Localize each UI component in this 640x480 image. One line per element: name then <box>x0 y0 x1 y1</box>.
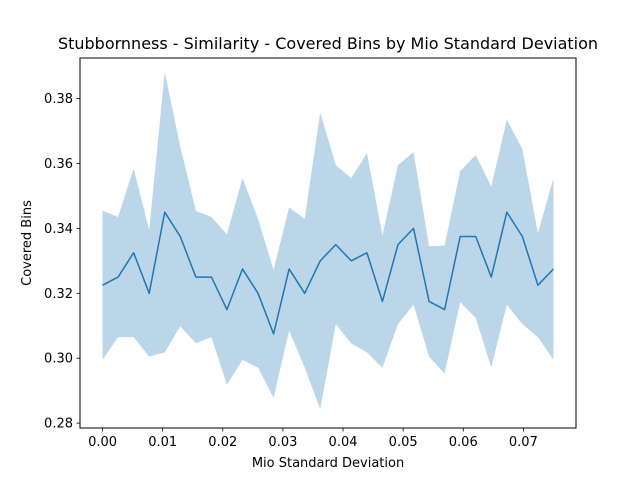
plot-area <box>102 71 554 410</box>
axes-frame <box>79 57 577 429</box>
y-tick-label: 0.38 <box>44 92 73 107</box>
x-tick-label: 0.01 <box>148 435 177 450</box>
y-tick-label: 0.34 <box>44 222 73 237</box>
y-tick-label: 0.36 <box>44 157 73 172</box>
y-axis-label: Covered Bins <box>20 200 35 286</box>
y-tick-label: 0.32 <box>44 287 73 302</box>
x-axis-label: Mio Standard Deviation <box>252 456 404 471</box>
confidence-band <box>102 71 554 410</box>
chart-title: Stubbornness - Similarity - Covered Bins… <box>58 34 598 53</box>
series-line <box>102 211 554 335</box>
x-tick-label: 0.02 <box>208 435 237 450</box>
x-axis: 0.00 0.01 0.02 0.03 0.04 0.05 0.06 0.07 <box>88 428 538 450</box>
x-tick-label: 0.00 <box>88 435 117 450</box>
y-tick-label: 0.30 <box>44 352 73 367</box>
x-tick-label: 0.03 <box>268 435 297 450</box>
y-axis: 0.28 0.30 0.32 0.34 0.36 0.38 <box>44 92 80 432</box>
x-tick-label: 0.04 <box>329 435 358 450</box>
x-tick-label: 0.07 <box>509 435 538 450</box>
y-tick-label: 0.28 <box>44 417 73 432</box>
x-tick-label: 0.05 <box>389 435 418 450</box>
x-tick-label: 0.06 <box>449 435 478 450</box>
